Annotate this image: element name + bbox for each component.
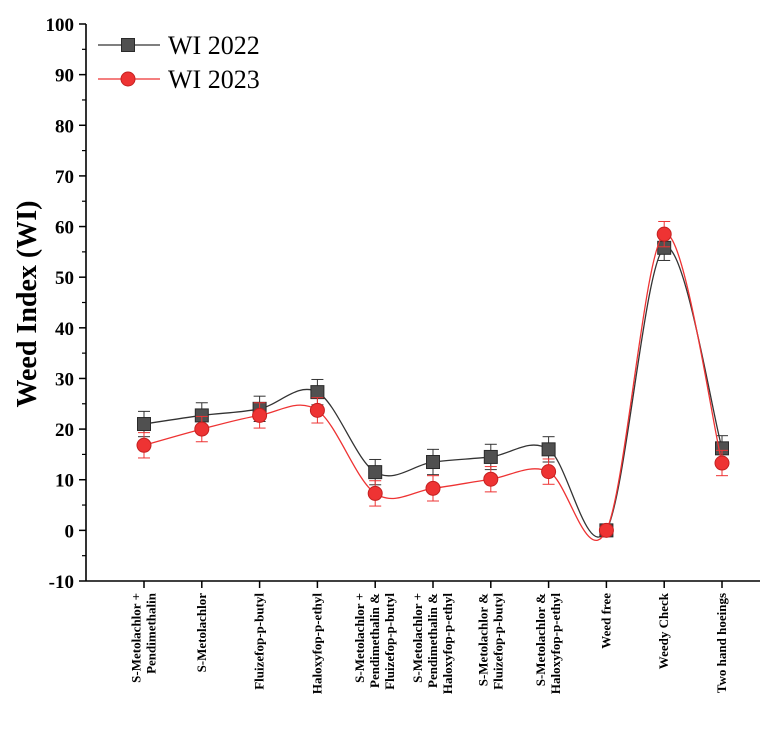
legend-item-2: WI 2023 <box>98 65 260 94</box>
x-tick-label: Weed free <box>598 593 613 649</box>
x-tick-label: S-Metolachlor & <box>475 593 490 686</box>
data-point <box>252 407 268 423</box>
x-tick-label-group: Weedy Check <box>656 592 671 669</box>
x-tick-label: Haloxyfop-p-ethyl <box>548 593 563 695</box>
data-point <box>541 464 557 480</box>
data-point <box>541 442 556 457</box>
data-point <box>483 471 499 487</box>
x-tick-label-group: S-Metolachlor + Pendimethalin <box>129 592 159 683</box>
x-tick-label: Pendimethalin <box>144 592 159 674</box>
data-point <box>136 437 152 453</box>
x-tick-label: Fluizefop-p-butyl <box>490 593 505 690</box>
series-2 <box>136 220 730 541</box>
x-tick-label: Weedy Check <box>656 592 671 669</box>
y-tick-label: 20 <box>55 420 74 441</box>
data-point <box>483 449 498 464</box>
x-tick-label: S-Metolachlor <box>194 593 209 673</box>
legend-marker <box>121 38 135 52</box>
y-tick-label: 70 <box>55 167 74 188</box>
x-tick-label-group: Two hand hoeings <box>714 593 729 693</box>
x-tick-label: S-Metolachlor & <box>533 593 548 686</box>
legend-label: WI 2023 <box>168 65 260 94</box>
data-point <box>656 226 672 242</box>
y-tick-label: 90 <box>55 66 74 87</box>
y-tick-label: -10 <box>49 572 74 593</box>
x-tick-label-group: S-Metolachlor & Haloxyfop-p-ethyl <box>533 593 563 695</box>
y-tick-label: 50 <box>55 268 74 289</box>
y-tick-label: 10 <box>55 471 74 492</box>
data-point <box>367 485 383 501</box>
data-point <box>310 385 325 400</box>
x-tick-label: Pendimethalin & <box>425 593 440 688</box>
x-tick-label: Pendimethalin & <box>367 593 382 688</box>
x-tick-label: Fluizefop-p-butyl <box>252 593 267 690</box>
x-tick-label-group: S-Metolachlor + Pendimethalin & Fluizefop-… <box>352 593 397 690</box>
x-tick-label-group: Weed free <box>598 593 613 649</box>
x-tick-label: S-Metolachlor + <box>129 593 144 683</box>
x-tick-label-group: S-Metolachlor & Fluizefop-p-butyl <box>475 593 505 690</box>
y-tick-label: 100 <box>46 15 75 36</box>
data-point <box>425 480 441 496</box>
data-point <box>368 465 383 480</box>
x-tick-label-group: Fluizefop-p-butyl <box>252 593 267 690</box>
y-tick-label: 0 <box>65 521 75 542</box>
legend-item-1: WI 2022 <box>98 31 260 60</box>
x-tick-label-group: S-Metolachlor + Pendimethalin & Haloxyfop-… <box>410 593 455 695</box>
x-tick-label: S-Metolachlor + <box>410 593 425 683</box>
y-axis-title: Weed Index (WI) <box>12 201 43 408</box>
series-layer <box>136 220 730 541</box>
data-point <box>137 417 151 432</box>
data-point <box>598 522 614 538</box>
x-tick-label: Two hand hoeings <box>714 593 729 693</box>
x-tick-label: S-Metolachlor + <box>352 593 367 683</box>
x-tick-label: Haloxyfop-p-ethyl <box>309 593 324 695</box>
x-tick-label: Haloxyfop-p-ethyl <box>440 593 455 695</box>
x-tick-label-group: Haloxyfop-p-ethyl <box>309 593 324 695</box>
legend-marker <box>120 71 136 87</box>
legend: WI 2022 WI 2023 <box>98 31 260 94</box>
y-tick-label: 80 <box>55 116 74 137</box>
legend-label: WI 2022 <box>168 31 260 60</box>
y-tick-label: 60 <box>55 218 74 239</box>
data-point <box>426 455 440 470</box>
data-point <box>309 402 325 418</box>
x-tick-label: Fluizefop-p-butyl <box>382 593 397 690</box>
axes: -10 0 10 20 30 40 50 60 70 80 90 100 S-Metolachlor +… <box>46 15 760 695</box>
x-tick-label-group: S-Metolachlor <box>194 593 209 673</box>
data-point <box>194 421 210 437</box>
data-point <box>714 455 730 471</box>
y-tick-label: 30 <box>55 369 74 390</box>
y-tick-label: 40 <box>55 319 74 340</box>
